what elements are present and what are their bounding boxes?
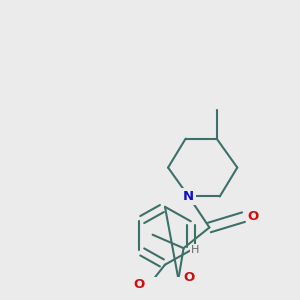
Text: H: H bbox=[190, 245, 199, 255]
Text: O: O bbox=[247, 210, 259, 223]
Text: N: N bbox=[183, 190, 194, 203]
Text: O: O bbox=[134, 278, 145, 291]
Text: O: O bbox=[183, 271, 194, 284]
